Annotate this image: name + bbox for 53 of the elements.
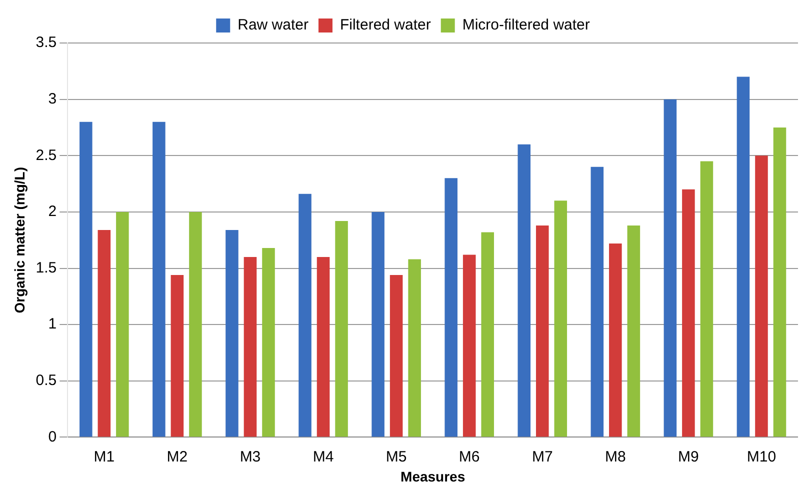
legend-label: Filtered water bbox=[340, 16, 431, 34]
bar bbox=[408, 259, 421, 437]
bar bbox=[664, 99, 677, 437]
y-tick-label: 0.5 bbox=[36, 372, 57, 390]
y-tick-label: 1.5 bbox=[36, 259, 57, 276]
bar bbox=[518, 144, 531, 437]
y-tick-label: 1 bbox=[48, 316, 57, 333]
bar bbox=[170, 275, 184, 437]
bar bbox=[372, 212, 384, 437]
bar bbox=[152, 122, 166, 437]
bar bbox=[481, 232, 494, 437]
bar bbox=[226, 230, 238, 437]
bar bbox=[444, 178, 458, 437]
bar bbox=[98, 230, 111, 437]
x-tick-label: M7 bbox=[532, 448, 553, 466]
bar bbox=[554, 200, 568, 437]
bar bbox=[298, 194, 312, 437]
y-tick-label: 3.5 bbox=[36, 34, 57, 52]
x-tick-label: M4 bbox=[312, 448, 334, 466]
x-tick-label: M10 bbox=[746, 448, 776, 466]
bar bbox=[189, 212, 202, 437]
bar bbox=[244, 256, 257, 437]
y-tick-label: 3 bbox=[48, 90, 57, 108]
legend-label: Raw water bbox=[238, 16, 308, 34]
x-tick-label: M2 bbox=[166, 448, 188, 466]
bar bbox=[736, 76, 750, 437]
bar bbox=[755, 156, 768, 437]
y-tick-label: 0 bbox=[48, 428, 57, 446]
bar bbox=[700, 161, 714, 437]
x-tick-label: M5 bbox=[386, 448, 407, 466]
bar bbox=[390, 275, 403, 437]
bar bbox=[316, 256, 330, 437]
bar bbox=[682, 189, 695, 437]
bar bbox=[609, 243, 622, 437]
x-tick-label: M9 bbox=[678, 448, 699, 466]
legend-label: Micro-filtered water bbox=[462, 16, 590, 34]
bar bbox=[462, 254, 476, 437]
bar bbox=[590, 166, 604, 437]
x-tick-label: M3 bbox=[240, 448, 261, 466]
bar bbox=[262, 248, 275, 437]
x-tick-label: M1 bbox=[94, 448, 115, 466]
x-axis-title: Measures bbox=[400, 468, 466, 484]
bar bbox=[335, 220, 348, 437]
bar bbox=[773, 127, 786, 437]
bar bbox=[627, 225, 640, 437]
y-tick-label: 2.5 bbox=[36, 146, 57, 164]
bar bbox=[536, 225, 549, 437]
y-tick-label: 2 bbox=[48, 203, 57, 220]
bar bbox=[80, 122, 92, 437]
x-tick-label: M6 bbox=[458, 448, 480, 466]
bar bbox=[116, 212, 129, 437]
y-axis-title: Organic matter (mg/L) bbox=[11, 166, 28, 314]
x-tick-label: M8 bbox=[604, 448, 626, 466]
